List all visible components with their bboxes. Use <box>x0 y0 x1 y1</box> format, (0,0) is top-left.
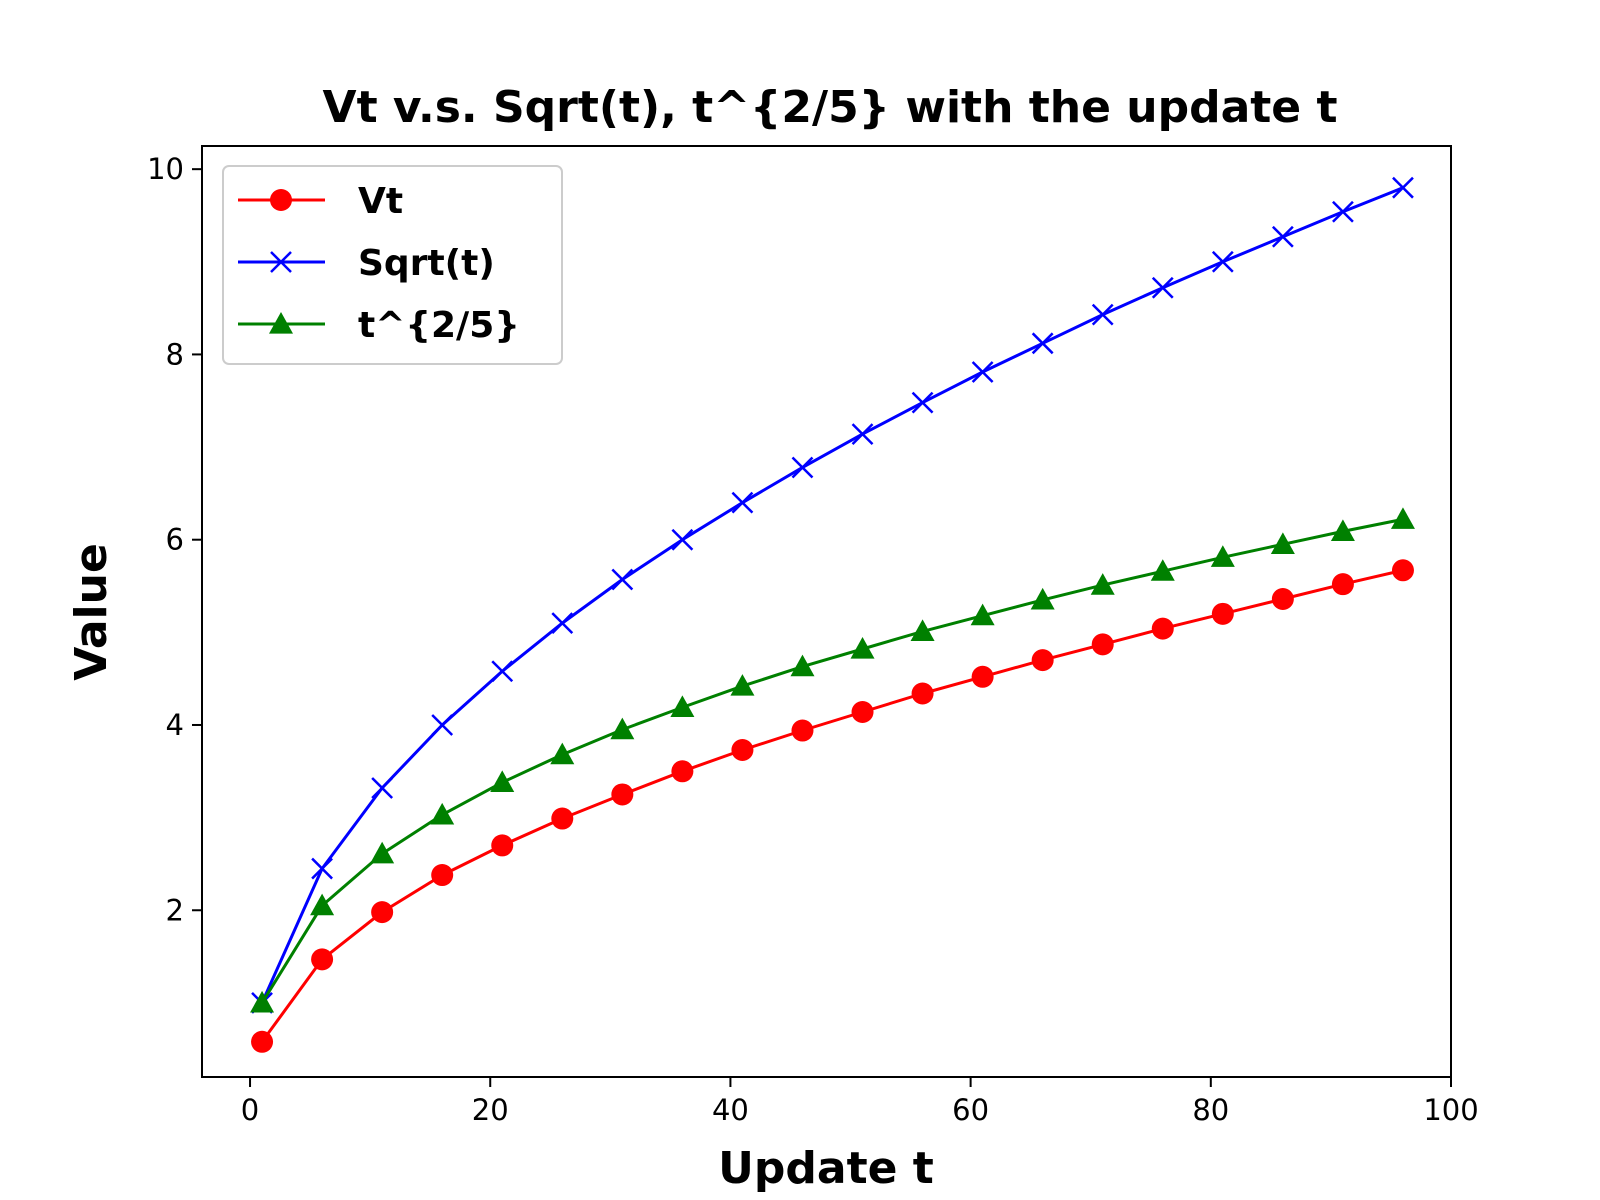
data-point <box>1390 507 1415 529</box>
data-point <box>431 714 454 736</box>
data-point <box>431 864 454 887</box>
data-point <box>1091 303 1114 326</box>
data-point <box>611 783 634 806</box>
data-point <box>911 391 934 414</box>
data-point <box>1270 532 1295 554</box>
data-point <box>791 456 814 479</box>
legend-marker <box>270 251 292 273</box>
data-point <box>1151 276 1174 299</box>
data-point <box>731 738 754 761</box>
data-point <box>370 841 395 864</box>
y-tick-label: 10 <box>147 152 184 186</box>
y-tick-label: 2 <box>166 893 184 927</box>
legend-label: Sqrt(t) <box>358 243 495 284</box>
data-point <box>1091 633 1114 656</box>
series-line <box>260 517 1404 1004</box>
chart-title: Vt v.s. Sqrt(t), t^{2/5} with the update… <box>323 82 1338 133</box>
data-point <box>1031 332 1054 355</box>
data-point <box>671 760 694 783</box>
data-point <box>1151 617 1174 640</box>
legend-marker <box>269 312 293 334</box>
x-tick-label: 60 <box>952 1093 989 1127</box>
plot-area <box>250 176 1415 1053</box>
data-point <box>551 612 574 634</box>
legend-label: t^{2/5} <box>358 305 520 346</box>
data-point <box>1090 573 1115 595</box>
data-point <box>1031 649 1054 672</box>
data-point <box>1271 225 1294 248</box>
data-point <box>371 777 394 799</box>
data-point <box>311 857 333 880</box>
data-point <box>971 665 994 688</box>
data-point <box>250 990 275 1013</box>
data-point <box>490 770 515 793</box>
data-point <box>850 637 875 659</box>
x-tick-label: 80 <box>1192 1093 1229 1127</box>
data-point <box>310 893 335 916</box>
x-tick-label: 20 <box>472 1093 509 1127</box>
legend: Vt Sqrt(t) t^{2/5} <box>222 165 563 365</box>
axes-frame <box>201 145 1452 1078</box>
data-point <box>1391 559 1414 582</box>
legend-item: t^{2/5} <box>238 305 520 346</box>
legend-marker <box>270 189 292 211</box>
data-point <box>550 742 575 765</box>
data-point <box>611 568 634 591</box>
legend-item: Vt <box>238 181 403 222</box>
data-point <box>1210 545 1235 567</box>
data-point <box>731 491 754 514</box>
legend-box <box>222 165 563 365</box>
y-tick-label: 6 <box>166 523 184 557</box>
data-point <box>910 619 935 642</box>
x-tick-label: 40 <box>712 1093 749 1127</box>
data-point <box>491 834 514 857</box>
data-point <box>1271 587 1294 610</box>
data-point <box>671 528 694 551</box>
data-point <box>911 682 934 705</box>
data-point <box>971 361 994 383</box>
data-point <box>1211 250 1234 273</box>
legend-label: Vt <box>358 181 403 222</box>
data-point <box>730 674 755 696</box>
data-point <box>251 1030 274 1053</box>
data-point <box>1211 602 1234 625</box>
data-point <box>430 802 455 825</box>
y-axis-label: Value <box>66 543 117 681</box>
data-point <box>851 701 874 724</box>
data-point <box>1331 573 1354 596</box>
data-point <box>1392 176 1414 199</box>
data-point <box>491 660 514 683</box>
data-point <box>1330 519 1355 541</box>
x-tick-label: 0 <box>241 1093 259 1127</box>
x-tick-label: 100 <box>1423 1093 1478 1127</box>
y-tick-label: 8 <box>166 337 184 371</box>
data-point <box>551 807 574 830</box>
data-point <box>790 654 815 677</box>
x-axis-label: Update t <box>718 1143 934 1194</box>
axis-ticks: 0 20 40 60 80 100 2 4 6 8 10 <box>147 152 1479 1127</box>
data-point <box>371 901 394 924</box>
y-tick-label: 4 <box>166 708 184 742</box>
data-point <box>610 717 635 740</box>
data-point <box>670 695 695 717</box>
data-point <box>311 948 334 971</box>
series-triangle <box>250 507 1415 1013</box>
data-point <box>791 719 814 742</box>
data-point <box>1150 559 1175 581</box>
data-point <box>1332 200 1354 223</box>
legend-item: Sqrt(t) <box>238 243 495 284</box>
series-circle <box>251 559 1414 1053</box>
data-point <box>970 603 995 626</box>
data-point <box>851 423 874 445</box>
data-point <box>1030 587 1055 610</box>
